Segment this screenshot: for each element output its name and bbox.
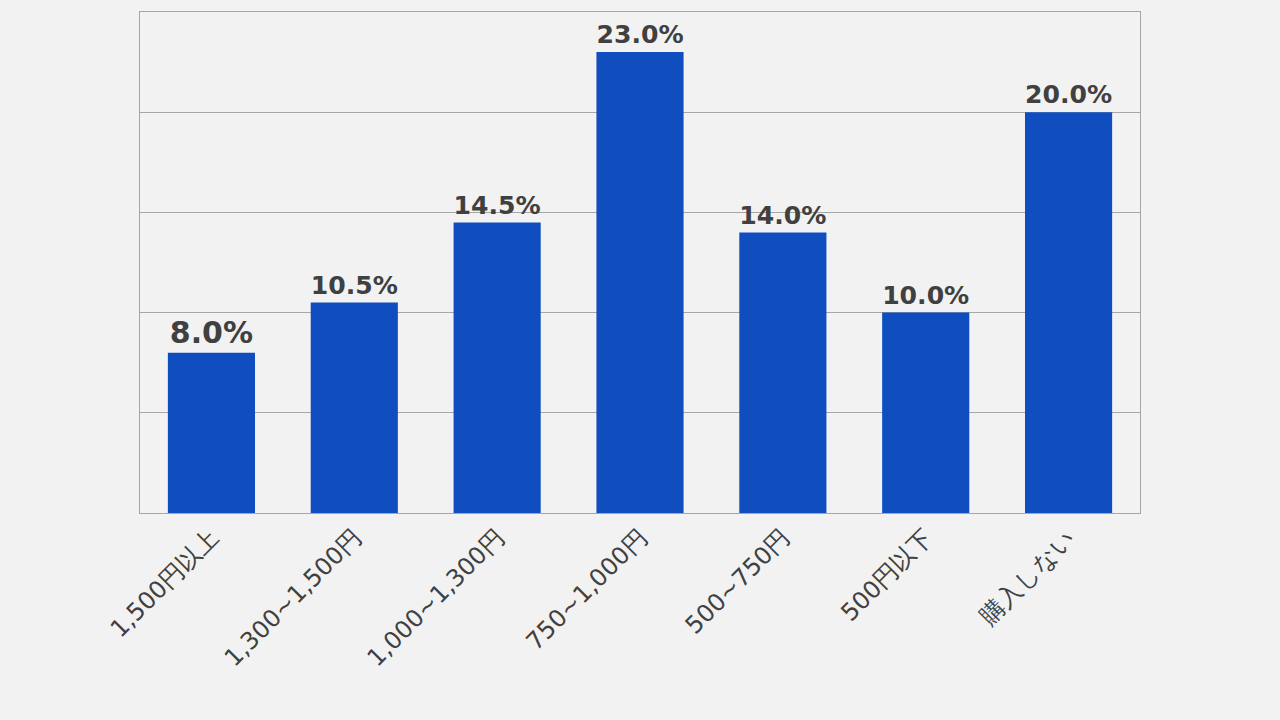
svg-text:購入しない: 購入しない bbox=[975, 524, 1082, 631]
svg-text:750~1,000円: 750~1,000円 bbox=[521, 524, 653, 656]
svg-text:20.0%: 20.0% bbox=[1025, 80, 1112, 109]
svg-text:1,500円以上: 1,500円以上 bbox=[105, 524, 224, 643]
svg-text:8.0%: 8.0% bbox=[170, 315, 253, 350]
svg-text:500~750円: 500~750円 bbox=[680, 524, 796, 640]
svg-text:10.0%: 10.0% bbox=[882, 281, 969, 310]
svg-text:14.0%: 14.0% bbox=[739, 201, 826, 230]
svg-text:14.5%: 14.5% bbox=[454, 191, 541, 220]
svg-text:23.0%: 23.0% bbox=[596, 20, 683, 49]
svg-text:1,000~1,300円: 1,000~1,300円 bbox=[362, 524, 510, 672]
svg-text:10.5%: 10.5% bbox=[311, 271, 398, 300]
svg-text:1,300~1,500円: 1,300~1,500円 bbox=[219, 524, 367, 672]
svg-text:500円以下: 500円以下 bbox=[835, 524, 938, 627]
